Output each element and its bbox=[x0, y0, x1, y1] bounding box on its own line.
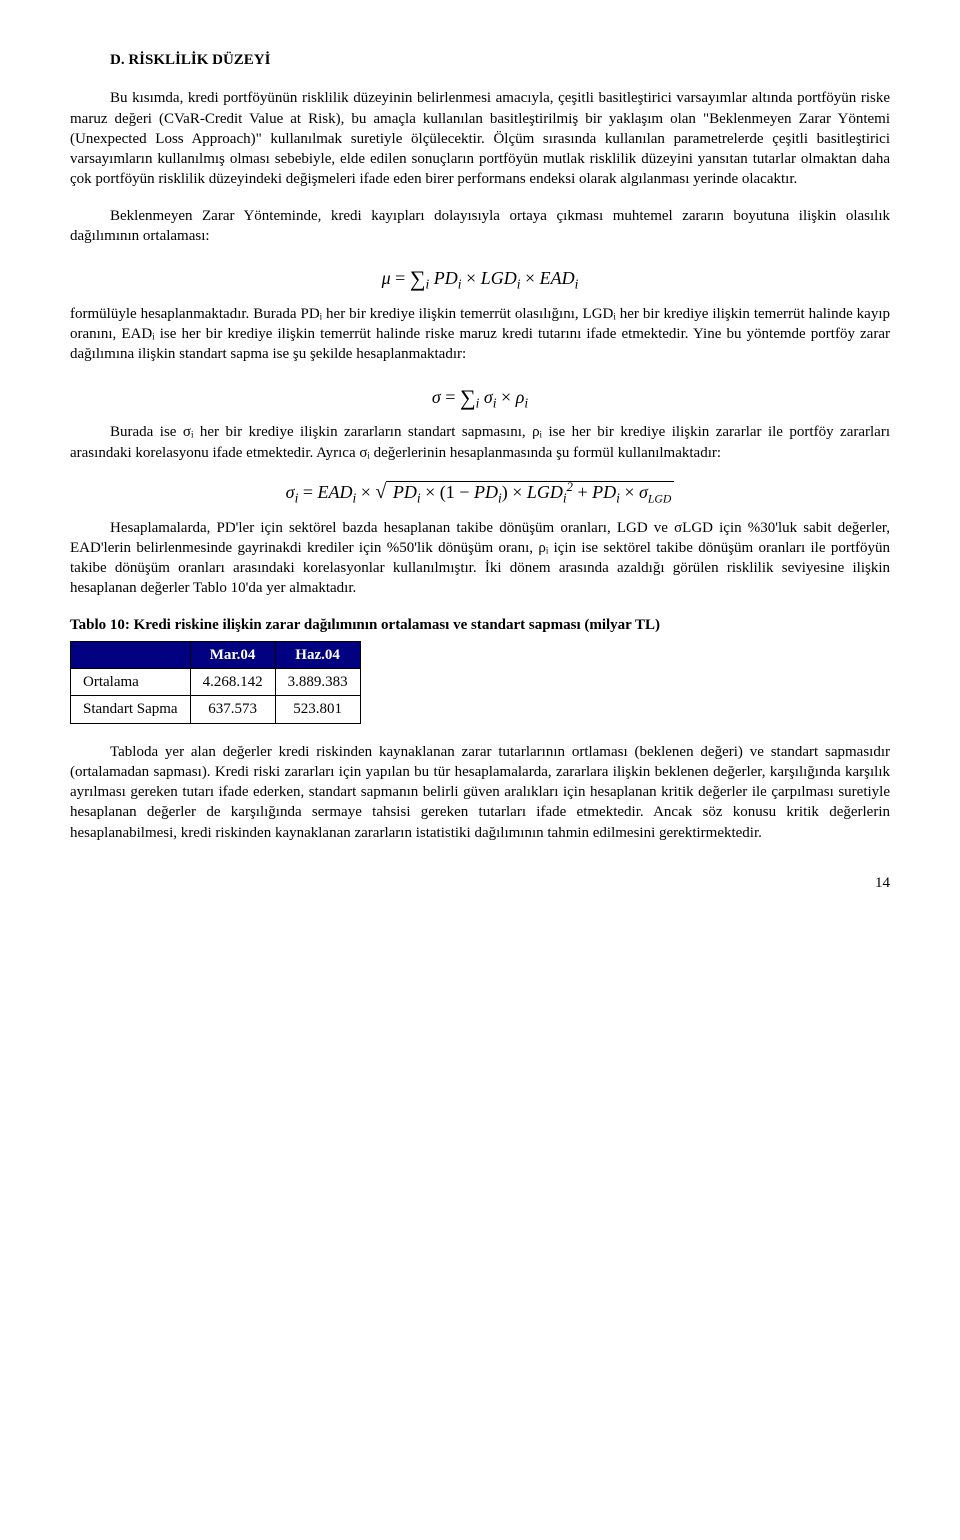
cell-stdsapma-haz04: 523.801 bbox=[275, 696, 360, 723]
row-label-ortalama: Ortalama bbox=[71, 669, 191, 696]
cell-stdsapma-mar04: 637.573 bbox=[190, 696, 275, 723]
formula-sigma: σ = ∑i σi × ρi bbox=[70, 381, 890, 413]
paragraph-2: Beklenmeyen Zarar Yönteminde, kredi kayı… bbox=[70, 206, 890, 247]
paragraph-5: Hesaplamalarda, PD'ler için sektörel baz… bbox=[70, 518, 890, 599]
table-header-row: Mar.04 Haz.04 bbox=[71, 641, 361, 668]
cell-ortalama-haz04: 3.889.383 bbox=[275, 669, 360, 696]
paragraph-3: formülüyle hesaplanmaktadır. Burada PDᵢ … bbox=[70, 304, 890, 365]
paragraph-4: Burada ise σᵢ her bir krediye ilişkin za… bbox=[70, 422, 890, 463]
table-row: Ortalama 4.268.142 3.889.383 bbox=[71, 669, 361, 696]
formula-mu: μ = ∑i PDi × LGDi × EADi bbox=[70, 262, 890, 294]
table-row: Standart Sapma 637.573 523.801 bbox=[71, 696, 361, 723]
table10-caption: Tablo 10: Kredi riskine ilişkin zarar da… bbox=[70, 615, 890, 635]
table-header-blank bbox=[71, 641, 191, 668]
row-label-stdsapma: Standart Sapma bbox=[71, 696, 191, 723]
formula-sigma-i: σi = EADi × √ PDi × (1 − PDi) × LGDi2 + … bbox=[70, 479, 890, 508]
page-number: 14 bbox=[70, 873, 890, 893]
table-header-haz04: Haz.04 bbox=[275, 641, 360, 668]
table10: Mar.04 Haz.04 Ortalama 4.268.142 3.889.3… bbox=[70, 641, 361, 724]
table-header-mar04: Mar.04 bbox=[190, 641, 275, 668]
paragraph-1: Bu kısımda, kredi portföyünün risklilik … bbox=[70, 88, 890, 189]
cell-ortalama-mar04: 4.268.142 bbox=[190, 669, 275, 696]
paragraph-6: Tabloda yer alan değerler kredi riskinde… bbox=[70, 742, 890, 843]
section-title: D. RİSKLİLİK DÜZEYİ bbox=[70, 50, 890, 70]
